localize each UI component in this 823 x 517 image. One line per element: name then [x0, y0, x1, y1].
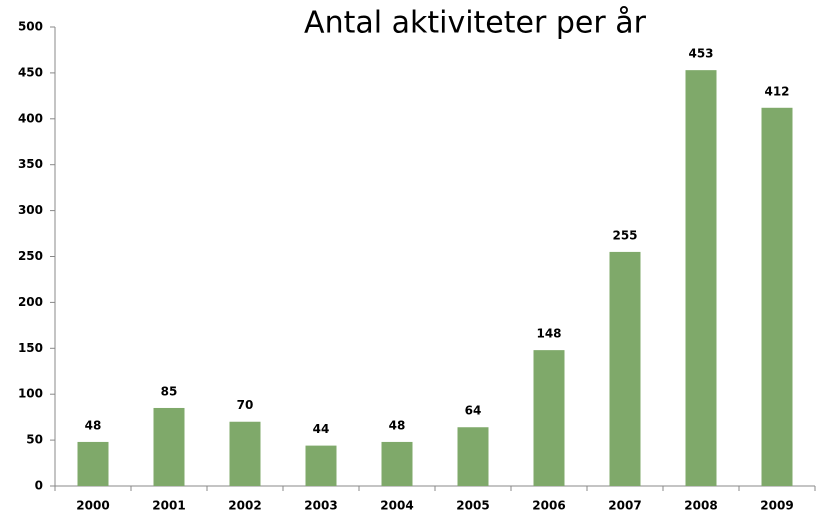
data-label: 44 — [313, 422, 330, 436]
x-tick-label: 2004 — [380, 499, 413, 513]
bar — [533, 350, 565, 486]
data-label: 48 — [85, 418, 102, 432]
x-tick-label: 2001 — [152, 499, 185, 513]
x-tick-label: 2006 — [532, 499, 565, 513]
bar — [77, 441, 109, 486]
bar — [457, 427, 489, 486]
y-tick-label: 300 — [18, 203, 43, 217]
y-tick-label: 250 — [18, 249, 43, 263]
y-tick-label: 500 — [18, 20, 43, 34]
y-tick-label: 50 — [26, 433, 43, 447]
bar — [609, 251, 641, 486]
data-label: 453 — [688, 47, 713, 61]
chart-title: Antal aktiviteter per år — [304, 6, 647, 41]
y-tick-label: 350 — [18, 157, 43, 171]
y-tick-label: 100 — [18, 387, 43, 401]
data-label: 255 — [612, 228, 637, 242]
x-tick-label: 2007 — [608, 499, 641, 513]
bar — [153, 407, 185, 486]
bar — [229, 421, 261, 486]
bar — [761, 107, 793, 486]
x-tick-label: 2009 — [760, 499, 793, 513]
data-label: 48 — [389, 418, 406, 432]
bar — [305, 445, 337, 486]
data-label: 64 — [465, 404, 482, 418]
y-tick-label: 0 — [35, 479, 43, 493]
bar — [685, 70, 717, 487]
data-label: 412 — [764, 84, 789, 98]
data-label: 148 — [536, 327, 561, 341]
data-label: 85 — [161, 384, 178, 398]
y-tick-label: 150 — [18, 341, 43, 355]
x-tick-label: 2005 — [456, 499, 489, 513]
y-tick-label: 200 — [18, 295, 43, 309]
y-tick-label: 400 — [18, 111, 43, 125]
x-tick-label: 2008 — [684, 499, 717, 513]
bar — [381, 441, 413, 486]
x-tick-label: 2003 — [304, 499, 337, 513]
data-label: 70 — [237, 398, 254, 412]
x-tick-label: 2000 — [76, 499, 109, 513]
x-tick-label: 2002 — [228, 499, 261, 513]
y-tick-label: 450 — [18, 65, 43, 79]
